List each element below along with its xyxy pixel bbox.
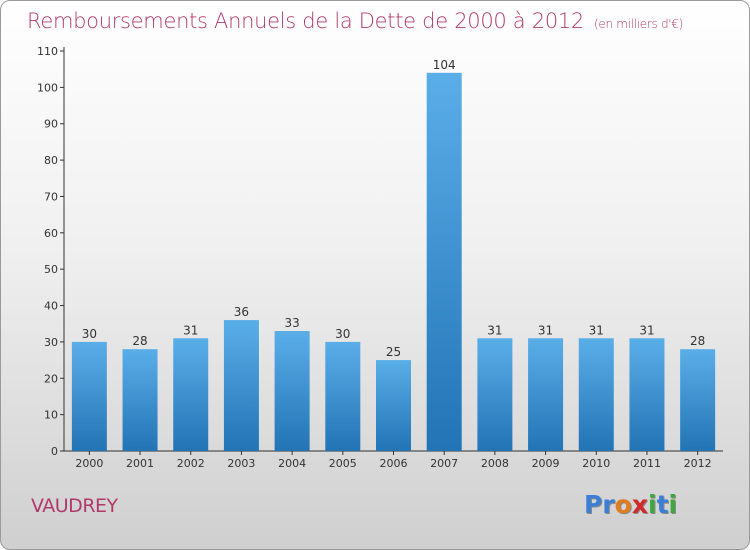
bar	[578, 338, 614, 451]
x-tick-label: 2011	[633, 457, 661, 470]
logo-letter: r	[602, 490, 615, 519]
bar-value-label: 33	[284, 316, 299, 330]
y-tick-label: 50	[44, 263, 58, 276]
x-tick-label: 2004	[278, 457, 306, 470]
bar	[71, 341, 107, 451]
bar-value-label: 28	[132, 334, 147, 348]
logo-letter: P	[584, 490, 603, 519]
x-tick-label: 2007	[430, 457, 458, 470]
x-tick-label: 2001	[126, 457, 154, 470]
y-tick-label: 60	[44, 227, 58, 240]
bar	[477, 338, 513, 451]
chart-title: Remboursements Annuels de la Dette de 20…	[27, 9, 683, 33]
bar	[173, 338, 209, 451]
bar-value-label: 36	[234, 305, 249, 319]
x-tick-label: 2005	[329, 457, 357, 470]
x-tick-label: 2008	[481, 457, 509, 470]
y-tick-label: 70	[44, 190, 58, 203]
bar-value-label: 28	[690, 334, 705, 348]
bar-value-label: 104	[433, 58, 456, 72]
x-tick-label: 2000	[75, 457, 103, 470]
bar-value-label: 31	[639, 323, 654, 337]
bar	[122, 349, 158, 451]
y-tick-label: 20	[44, 372, 58, 385]
y-tick-label: 30	[44, 336, 58, 349]
bar-value-label: 30	[82, 327, 97, 341]
bar	[376, 360, 411, 451]
bar	[528, 338, 564, 451]
bar-value-label: 31	[538, 323, 553, 337]
logo-letter: t	[656, 490, 669, 519]
chart-subtitle: (en milliers d'€)	[594, 17, 684, 31]
logo-letter: i	[668, 490, 678, 519]
x-tick-label: 2006	[380, 457, 408, 470]
y-tick-label: 80	[44, 154, 58, 167]
y-tick-label: 100	[37, 81, 58, 94]
bar	[680, 349, 716, 451]
y-tick-label: 110	[37, 45, 58, 58]
logo-letter: i	[648, 490, 657, 519]
bar-value-label: 31	[183, 323, 198, 337]
logo-letter: x	[631, 490, 648, 519]
bar-value-label: 25	[386, 345, 401, 359]
bar	[274, 331, 310, 451]
bar-value-label: 31	[589, 323, 604, 337]
bar	[223, 320, 259, 451]
x-tick-label: 2009	[532, 457, 560, 470]
bar	[325, 341, 361, 451]
commune-name: VAUDREY	[31, 495, 118, 517]
y-tick-label: 10	[44, 409, 58, 422]
bar	[629, 338, 665, 451]
logo-letter: o	[614, 490, 632, 519]
x-tick-label: 2003	[227, 457, 255, 470]
bar-value-label: 31	[487, 323, 502, 337]
y-tick-label: 40	[44, 300, 58, 313]
chart-title-text: Remboursements Annuels de la Dette de 20…	[27, 9, 584, 33]
bar	[426, 72, 462, 452]
proxiti-logo: Proxiti	[584, 490, 677, 519]
x-tick-label: 2010	[582, 457, 610, 470]
bar-value-label: 30	[335, 327, 350, 341]
x-tick-label: 2002	[177, 457, 205, 470]
bar-chart: 0 10 20 30 40 50 60 70 80 90 100 110 30 2000 28 2001 31 2…	[37, 45, 723, 470]
y-tick-label: 90	[44, 118, 58, 131]
x-tick-label: 2012	[684, 457, 712, 470]
y-tick-label: 0	[51, 445, 58, 458]
